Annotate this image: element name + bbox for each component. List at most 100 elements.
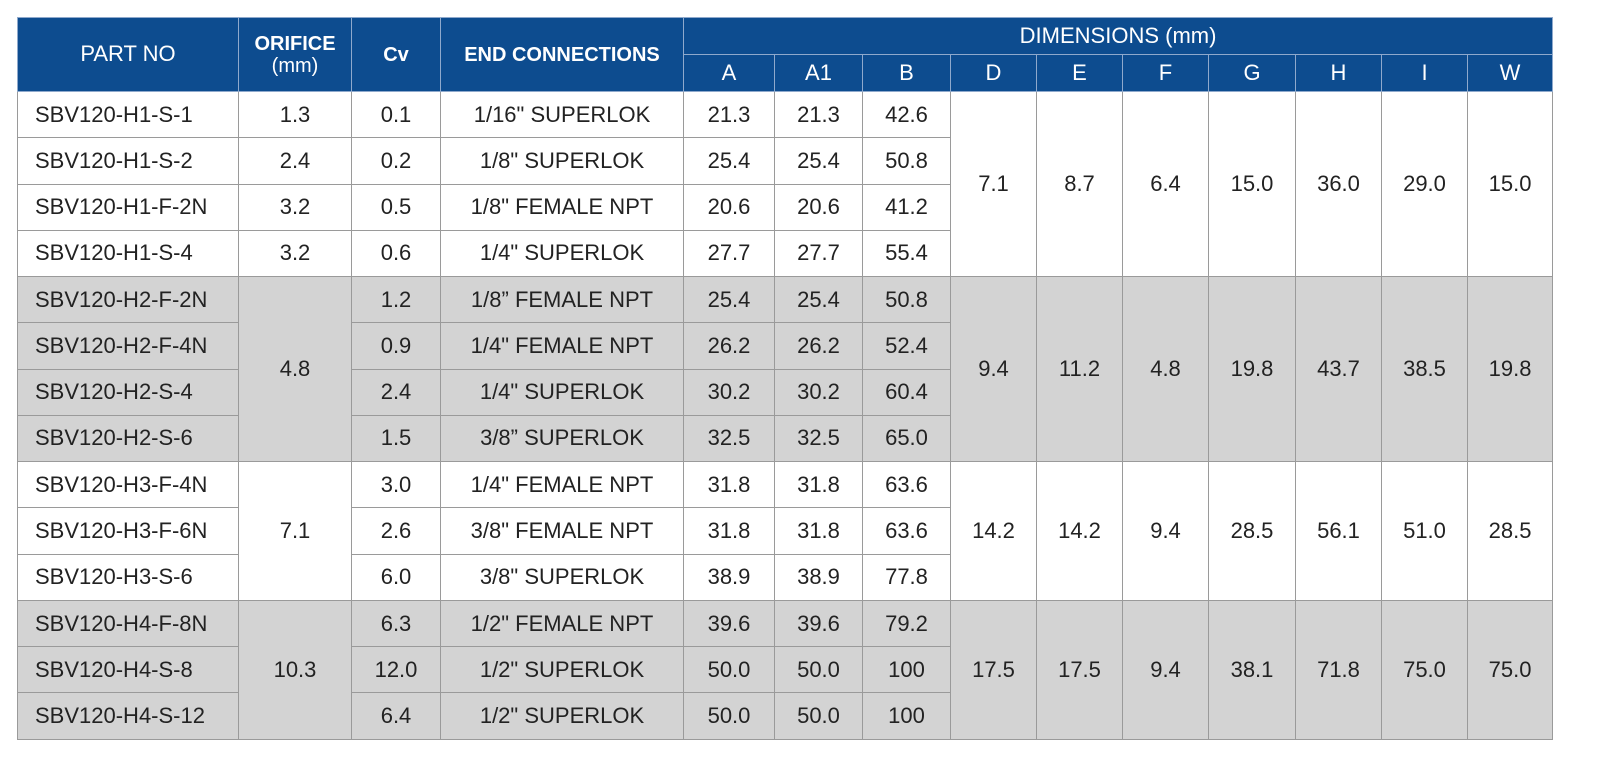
a1-cell: 30.2 (774, 368, 863, 416)
b-cell: 55.4 (862, 229, 951, 278)
part-no-cell: SBV120-H1-F-2N (17, 183, 239, 231)
table-row: SBV120-H4-F-8N 10.3 6.3 1/2" FEMALE NPT 39.6… (17, 599, 1554, 740)
end-cell: 1/8” FEMALE NPT (440, 276, 684, 324)
header-text: ORIFICE (254, 32, 336, 55)
dimension-cell: 4.8 (1122, 276, 1209, 463)
header-row: A A1 B D E F G H I W (18, 54, 1554, 92)
b-cell: 65.0 (862, 414, 951, 463)
table-row: SBV120-H2-F-4N 0.9 1/4" FEMALE NPT 26.2 26.2… (17, 322, 1553, 370)
header-cell: I (1381, 54, 1468, 92)
a-cell: 26.2 (683, 322, 775, 370)
part-no-cell: SBV120-H1-S-2 (17, 137, 239, 185)
a1-cell: 27.7 (774, 229, 863, 278)
a-cell: 50.0 (683, 692, 775, 740)
a-cell: 20.6 (683, 183, 775, 231)
row-group: SBV120-H1-S-1 1.3 0.1 1/16" SUPERLOK 21.3 21.… (17, 90, 1554, 278)
a-cell: 30.2 (683, 368, 775, 416)
dimension-cell: 51.0 (1381, 461, 1468, 601)
dimension-cell: 28.5 (1466, 461, 1554, 601)
dimension-cell: 19.8 (1208, 276, 1296, 463)
dimension-cell: 7.1 (950, 90, 1037, 278)
b-cell: 79.2 (862, 599, 951, 648)
a-cell: 39.6 (683, 599, 775, 648)
end-cell: 3/8" FEMALE NPT (440, 507, 684, 555)
dimension-cell: 14.2 (1036, 461, 1123, 601)
a-cell: 50.0 (683, 646, 775, 694)
end-cell: 1/4" SUPERLOK (440, 368, 684, 416)
orifice-cell: 7.1 (238, 461, 352, 601)
cv-cell: 12.0 (351, 646, 441, 694)
a1-cell: 31.8 (774, 461, 863, 509)
header-row: PART NO ORIFICE (mm) Cv END CONNECTIONS D… (17, 17, 1554, 92)
header-cell: F (1122, 54, 1209, 92)
row-group: SBV120-H2-F-2N 4.8 1.2 1/8” FEMALE NPT 25.4 2… (17, 276, 1554, 463)
b-cell: 60.4 (862, 368, 951, 416)
part-no-cell: SBV120-H3-S-6 (17, 553, 239, 601)
cv-cell: 6.0 (351, 553, 441, 601)
cv-cell: 3.0 (351, 461, 441, 509)
cv-cell: 0.5 (351, 183, 441, 231)
cv-cell: 1.5 (351, 414, 441, 463)
dimension-cell: 75.0 (1381, 599, 1468, 740)
row-group: SBV120-H3-F-4N 7.1 3.0 1/4" FEMALE NPT 31.8 3… (17, 461, 1554, 601)
end-cell: 1/2" SUPERLOK (440, 692, 684, 740)
b-cell: 52.4 (862, 322, 951, 370)
dimension-cell: 38.1 (1208, 599, 1296, 740)
orifice-cell: 3.2 (238, 183, 352, 231)
header-cell: A (683, 54, 775, 92)
a1-cell: 38.9 (774, 553, 863, 601)
dimension-cell: 9.4 (1122, 461, 1209, 601)
header-cell: W (1466, 54, 1554, 92)
dimension-cell: 56.1 (1295, 461, 1382, 601)
orifice-cell: 2.4 (238, 137, 352, 185)
table-row: SBV120-H3-S-6 6.0 3/8" SUPERLOK 38.9 38.9 77.… (17, 553, 1553, 601)
table-row: SBV120-H1-S-1 1.3 0.1 1/16" SUPERLOK 21.3 21.… (17, 90, 1554, 278)
table-row: SBV120-H1-F-2N 3.2 0.5 1/8" FEMALE NPT 20.6 2… (17, 183, 1553, 231)
b-cell: 100 (862, 692, 951, 740)
b-cell: 42.6 (862, 90, 951, 139)
a-cell: 25.4 (683, 137, 775, 185)
end-cell: 1/4" FEMALE NPT (440, 322, 684, 370)
part-no-cell: SBV120-H3-F-4N (17, 461, 239, 509)
a-cell: 21.3 (683, 90, 775, 139)
a1-cell: 26.2 (774, 322, 863, 370)
dimension-cell: 29.0 (1381, 90, 1468, 278)
header-text: (mm) (271, 54, 319, 77)
dimension-cell: 71.8 (1295, 599, 1382, 740)
header-cell: E (1036, 54, 1123, 92)
table-row: SBV120-H4-S-8 12.0 1/2" SUPERLOK 50.0 50.0 10… (17, 646, 1553, 694)
cv-cell: 6.4 (351, 692, 441, 740)
table-row: SBV120-H2-S-6 1.5 3/8” SUPERLOK 32.5 32.5 65.… (17, 414, 1553, 463)
b-cell: 41.2 (862, 183, 951, 231)
b-cell: 50.8 (862, 137, 951, 185)
part-no-cell: SBV120-H4-S-12 (17, 692, 239, 740)
part-no-cell: SBV120-H1-S-1 (17, 90, 239, 139)
dimension-cell: 9.4 (950, 276, 1037, 463)
dimension-cell: 9.4 (1122, 599, 1209, 740)
dimension-cell: 15.0 (1208, 90, 1296, 278)
a1-cell: 25.4 (774, 137, 863, 185)
a-cell: 27.7 (683, 229, 775, 278)
a-cell: 25.4 (683, 276, 775, 324)
cv-cell: 2.4 (351, 368, 441, 416)
a-cell: 31.8 (683, 507, 775, 555)
dimension-cell: 36.0 (1295, 90, 1382, 278)
orifice-cell: 4.8 (238, 276, 352, 463)
orifice-cell: 3.2 (238, 229, 352, 278)
a1-cell: 39.6 (774, 599, 863, 648)
a1-cell: 50.0 (774, 646, 863, 694)
end-cell: 3/8” SUPERLOK (440, 414, 684, 463)
end-cell: 1/8" FEMALE NPT (440, 183, 684, 231)
dimension-cell: 38.5 (1381, 276, 1468, 463)
a-cell: 32.5 (683, 414, 775, 463)
table-row: SBV120-H3-F-6N 2.6 3/8" FEMALE NPT 31.8 31.8… (17, 507, 1553, 555)
end-cell: 1/8" SUPERLOK (440, 137, 684, 185)
dimension-cell: 6.4 (1122, 90, 1209, 278)
b-cell: 77.8 (862, 553, 951, 601)
dimension-cell: 75.0 (1466, 599, 1554, 740)
dimension-cell: 28.5 (1208, 461, 1296, 601)
dimension-cell: 17.5 (950, 599, 1037, 740)
end-cell: 3/8" SUPERLOK (440, 553, 684, 601)
dimension-cell: 15.0 (1466, 90, 1554, 278)
